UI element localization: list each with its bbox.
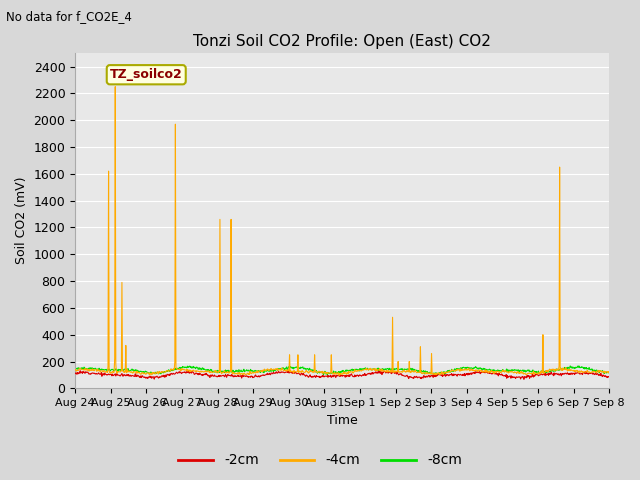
- Text: No data for f_CO2E_4: No data for f_CO2E_4: [6, 10, 132, 23]
- Text: TZ_soilco2: TZ_soilco2: [110, 68, 182, 81]
- Title: Tonzi Soil CO2 Profile: Open (East) CO2: Tonzi Soil CO2 Profile: Open (East) CO2: [193, 34, 491, 49]
- Legend: -2cm, -4cm, -8cm: -2cm, -4cm, -8cm: [173, 448, 467, 473]
- X-axis label: Time: Time: [327, 414, 358, 427]
- Y-axis label: Soil CO2 (mV): Soil CO2 (mV): [15, 177, 28, 264]
